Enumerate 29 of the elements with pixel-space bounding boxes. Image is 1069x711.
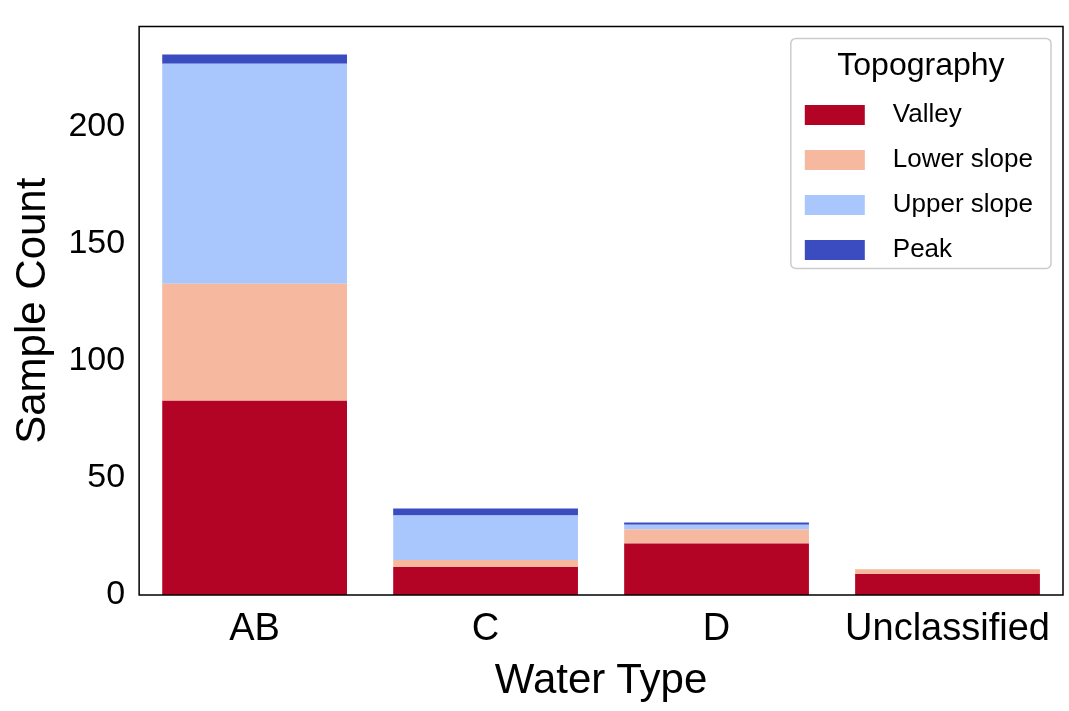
x-tick-label: D xyxy=(702,606,731,649)
y-tick-label: 0 xyxy=(106,573,126,612)
bar xyxy=(393,566,578,595)
bar xyxy=(393,559,578,567)
bar xyxy=(855,573,1040,595)
legend-label: Valley xyxy=(892,98,962,129)
bar xyxy=(624,529,809,544)
bar xyxy=(855,569,1040,574)
bar xyxy=(162,400,347,595)
bar xyxy=(162,283,347,401)
x-tick-label: C xyxy=(471,606,500,649)
y-tick-label: 200 xyxy=(68,105,126,144)
bar xyxy=(624,522,809,525)
legend-title: Topography xyxy=(837,46,1005,83)
y-tick-label: 150 xyxy=(68,222,126,261)
x-tick-label: AB xyxy=(229,606,280,649)
bar xyxy=(393,508,578,516)
bar xyxy=(624,543,809,595)
x-tick-label: Unclassified xyxy=(845,606,1050,649)
bar xyxy=(393,515,578,560)
legend-label: Upper slope xyxy=(892,188,1034,219)
legend-label: Lower slope xyxy=(892,143,1034,174)
bar xyxy=(162,63,347,284)
y-tick-label: 50 xyxy=(87,456,126,495)
x-axis-title: Water Type xyxy=(494,655,708,703)
legend-label: Peak xyxy=(892,233,954,264)
y-tick-label: 100 xyxy=(68,339,126,378)
y-axis-title: Sample Count xyxy=(6,177,54,444)
bar xyxy=(162,54,347,64)
